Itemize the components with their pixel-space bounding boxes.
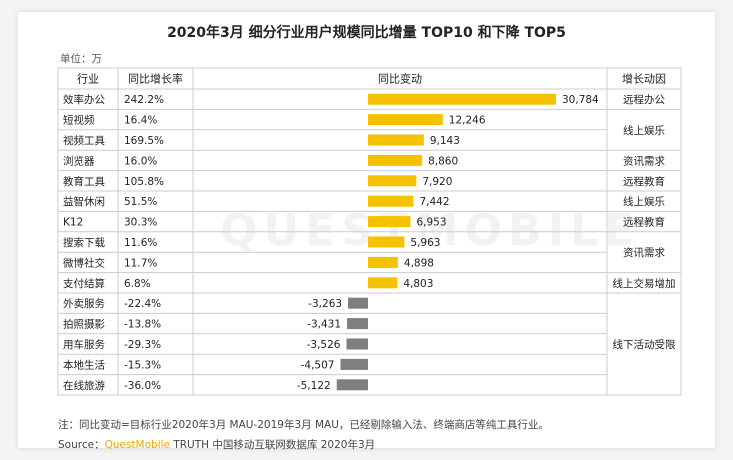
growth-rate-label: 169.5% [124, 135, 164, 147]
value-label: 9,143 [430, 135, 460, 147]
value-label: -3,526 [307, 339, 341, 351]
value-label: 7,920 [422, 176, 452, 188]
bar-positive [368, 196, 413, 207]
category-label: 微博社交 [63, 256, 105, 269]
category-label: K12 [63, 217, 83, 229]
driver-label: 远程教育 [623, 216, 665, 229]
category-label: 拍照摄影 [63, 318, 105, 331]
source-prefix: Source： [58, 439, 105, 451]
bar-positive [368, 216, 410, 227]
driver-label: 线上娱乐 [623, 195, 665, 208]
growth-rate-label: 105.8% [124, 176, 164, 188]
growth-rate-label: -36.0% [124, 380, 161, 392]
category-label: 本地生活 [63, 358, 105, 371]
category-label: 效率办公 [63, 93, 105, 106]
bar-positive [368, 277, 397, 288]
header-industry: 行业 [77, 73, 99, 86]
growth-rate-label: 30.3% [124, 217, 157, 229]
growth-rate-label: 16.4% [124, 115, 157, 127]
value-label: 7,442 [419, 196, 449, 208]
growth-rate-label: -29.3% [124, 339, 161, 351]
bar-negative [337, 379, 368, 390]
bar-positive [368, 257, 398, 268]
driver-label: 线上交易增加 [613, 277, 676, 290]
header-driver: 增长动因 [622, 72, 666, 86]
growth-rate-label: -22.4% [124, 298, 161, 310]
category-label: 益智休闲 [63, 195, 105, 208]
source-brand: QuestMobile [105, 439, 170, 451]
bar-positive [368, 155, 422, 166]
bar-negative [346, 339, 368, 350]
category-label: 在线旅游 [63, 379, 105, 392]
growth-rate-label: 51.5% [124, 196, 157, 208]
growth-rate-label: -15.3% [124, 359, 161, 371]
value-label: 12,246 [449, 115, 486, 127]
category-label: 教育工具 [63, 175, 105, 188]
category-label: 用车服务 [63, 338, 105, 351]
value-label: 4,898 [404, 257, 434, 269]
bar-positive [368, 94, 556, 105]
value-label: 6,953 [416, 217, 446, 229]
bar-positive [368, 135, 424, 146]
growth-rate-label: 242.2% [124, 94, 164, 106]
bar-negative [340, 359, 368, 370]
driver-label: 资讯需求 [623, 246, 665, 259]
category-label: 外卖服务 [63, 297, 105, 310]
value-label: 5,963 [410, 237, 440, 249]
footnote: 注：同比变动=目标行业2020年3月 MAU-2019年3月 MAU，已经剔除输… [58, 417, 549, 432]
header-yoy-rate: 同比增长率 [128, 72, 183, 86]
driver-label: 远程教育 [623, 175, 665, 188]
source-line: Source：QuestMobile TRUTH 中国移动互联网数据库 2020… [58, 437, 375, 452]
bar-positive [368, 175, 416, 186]
driver-label: 线上娱乐 [623, 124, 665, 137]
growth-rate-label: 16.0% [124, 155, 157, 167]
value-label: 30,784 [562, 94, 599, 106]
growth-rate-label: 11.6% [124, 237, 157, 249]
source-suffix: TRUTH 中国移动互联网数据库 2020年3月 [170, 439, 375, 451]
category-label: 短视频 [63, 114, 95, 127]
value-label: -5,122 [297, 380, 331, 392]
category-label: 支付结算 [63, 277, 105, 290]
growth-rate-label: -13.8% [124, 319, 161, 331]
bar-negative [347, 318, 368, 329]
header-yoy-change: 同比变动 [378, 72, 422, 86]
bar-negative [348, 298, 368, 309]
value-label: -3,263 [308, 298, 342, 310]
driver-label: 资讯需求 [623, 154, 665, 167]
driver-label: 远程办公 [623, 93, 665, 106]
bar-chart-table: 行业 同比增长率 同比变动 增长动因远程办公线上娱乐资讯需求远程教育线上娱乐远程教育资… [0, 0, 733, 460]
value-label: 8,860 [428, 155, 458, 167]
category-label: 浏览器 [63, 154, 95, 167]
driver-label: 线下活动受限 [613, 338, 676, 351]
bar-positive [368, 237, 404, 248]
category-label: 搜索下载 [63, 236, 105, 249]
growth-rate-label: 6.8% [124, 278, 151, 290]
value-label: -3,431 [307, 319, 341, 331]
value-label: -4,507 [301, 359, 335, 371]
growth-rate-label: 11.7% [124, 257, 157, 269]
category-label: 视频工具 [63, 134, 105, 147]
value-label: 4,803 [403, 278, 433, 290]
bar-positive [368, 114, 443, 125]
